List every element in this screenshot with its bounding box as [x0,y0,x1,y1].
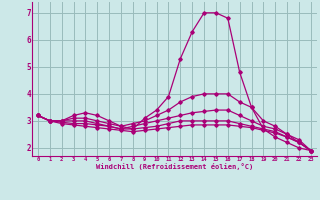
X-axis label: Windchill (Refroidissement éolien,°C): Windchill (Refroidissement éolien,°C) [96,163,253,170]
